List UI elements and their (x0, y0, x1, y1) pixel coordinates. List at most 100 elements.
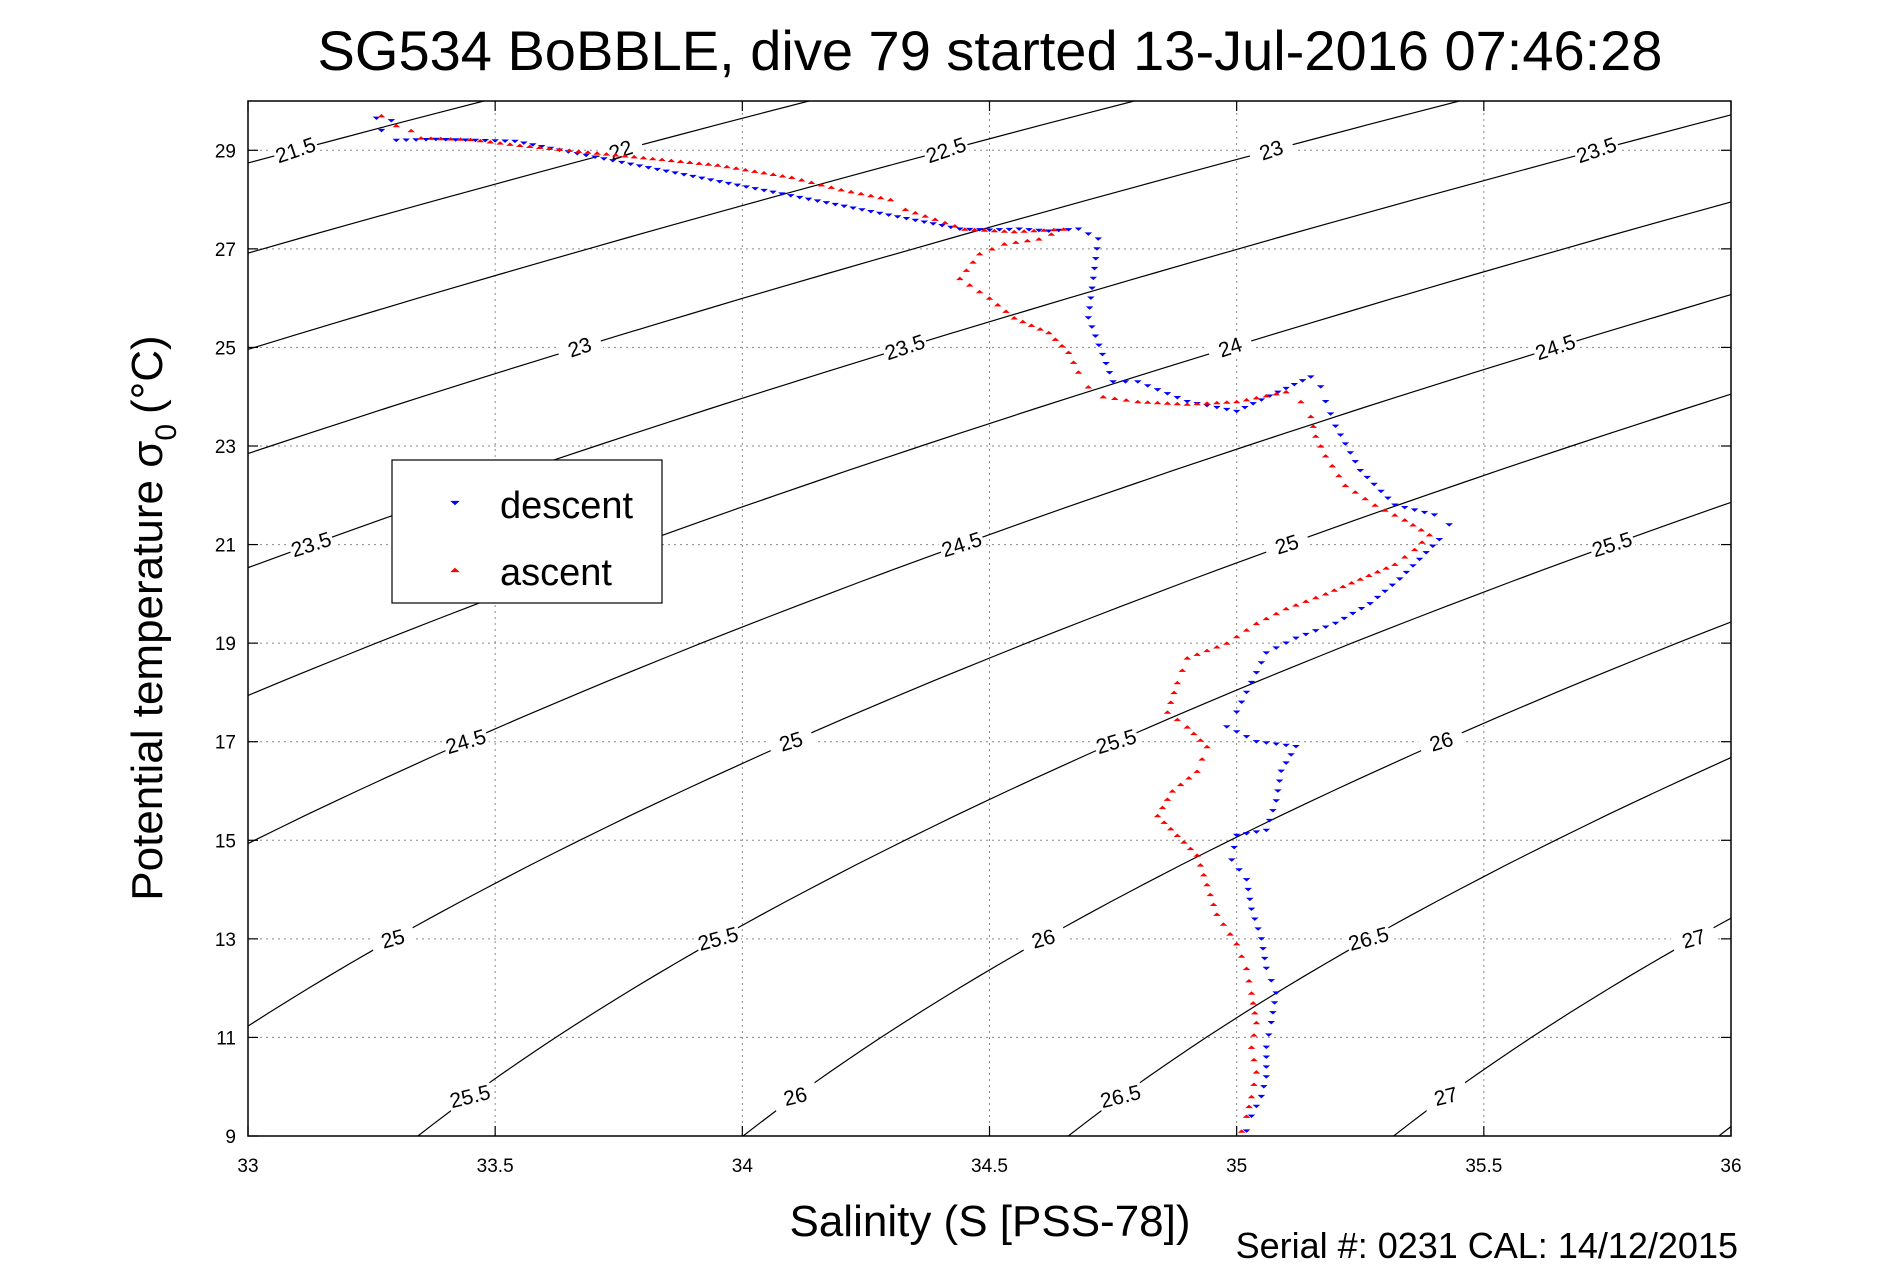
contour-label-text: 22.5 (923, 133, 969, 168)
x-tick-label: 34.5 (971, 1156, 1008, 1177)
ascent-point (1426, 533, 1432, 536)
descent-point (492, 140, 498, 143)
descent-point (1224, 408, 1230, 411)
y-tick-label: 29 (215, 141, 236, 162)
x-tick-label: 33.5 (477, 1156, 514, 1177)
descent-point (681, 173, 687, 176)
descent-point (1263, 967, 1269, 970)
descent-point (1253, 671, 1259, 674)
chart-title: SG534 BoBBLE, dive 79 started 13-Jul-201… (318, 19, 1663, 82)
descent-point (1283, 387, 1289, 390)
ascent-point (1001, 230, 1007, 233)
density-contour-line (0, 76, 1231, 1160)
descent-point (1155, 388, 1161, 391)
descent-point (1288, 754, 1294, 757)
ascent-point (1031, 229, 1037, 232)
ascent-point (1011, 230, 1017, 233)
descent-point (1357, 469, 1363, 472)
descent-point (1087, 307, 1093, 310)
ascent-point (418, 137, 424, 140)
descent-point (1446, 524, 1452, 527)
descent-point (1333, 622, 1339, 625)
ascent-point (1194, 770, 1200, 773)
descent-point (1253, 740, 1259, 743)
descent-point (1016, 228, 1022, 231)
ascent-point (1188, 847, 1194, 850)
ascent-point (1155, 401, 1161, 404)
descent-point (1244, 878, 1250, 881)
ascent-point (1135, 400, 1141, 403)
descent-point (1382, 590, 1388, 593)
ascent-point (995, 303, 1001, 306)
ascent-point (1244, 629, 1250, 632)
descent-point (1239, 701, 1245, 704)
descent-point (1253, 831, 1259, 834)
ascent-point (1313, 435, 1319, 438)
descent-point (725, 182, 731, 185)
descent-point (832, 203, 838, 206)
descent-point (1397, 578, 1403, 581)
descent-point (1318, 386, 1324, 389)
descent-point (1293, 637, 1299, 640)
ascent-point (1184, 657, 1190, 660)
ascent-point (1248, 1046, 1254, 1049)
contour-label-text: 21.5 (273, 133, 319, 168)
descent-point (1277, 780, 1283, 783)
descent-point (1234, 731, 1240, 734)
descent-point (1323, 626, 1329, 629)
descent-point (939, 224, 945, 227)
descent-point (877, 212, 883, 215)
density-contour-label: 27 (1421, 1079, 1470, 1114)
ascent-point (1402, 519, 1408, 522)
series-descent (374, 117, 1453, 1133)
ascent-point (902, 208, 908, 211)
descent-point (1412, 509, 1418, 512)
density-contour-label: 25 (1262, 526, 1311, 563)
descent-point (1006, 228, 1012, 231)
ascent-point (1204, 745, 1210, 748)
ascent-point (1046, 331, 1052, 334)
ascent-point (912, 211, 918, 214)
serial-cal-footer: Serial #: 0231 CAL: 14/12/2015 (1236, 1225, 1738, 1262)
descent-point (1266, 1034, 1272, 1037)
ascent-point (1412, 548, 1418, 551)
descent-point (1026, 228, 1032, 231)
ascent-point (650, 157, 656, 160)
descent-point (663, 170, 669, 173)
density-contour-line (0, 76, 580, 1160)
descent-point (1410, 565, 1416, 568)
ascent-point (1059, 344, 1065, 347)
descent-point (1245, 888, 1251, 891)
ascent-point (1021, 230, 1027, 233)
density-contour-line (1363, 76, 1891, 1160)
density-contour-label: 22.5 (921, 131, 971, 169)
ascent-point (1123, 399, 1129, 402)
data-points (374, 114, 1453, 1132)
ascent-point (1362, 497, 1368, 500)
descent-point (912, 219, 918, 222)
ascent-point (1234, 635, 1240, 638)
ascent-point (1168, 827, 1174, 830)
ascent-point (970, 261, 976, 264)
ascent-point (1197, 864, 1203, 867)
descent-point (1229, 859, 1235, 862)
descent-point (859, 208, 865, 211)
ascent-point (1323, 593, 1329, 596)
descent-point (1328, 413, 1334, 416)
ascent-point (1224, 401, 1230, 404)
legend-label-descent: descent (500, 485, 634, 527)
descent-point (1092, 335, 1098, 338)
ascent-point (1253, 1071, 1259, 1074)
ascent-point (1164, 402, 1170, 405)
ascent-point (977, 252, 983, 255)
descent-point (895, 216, 901, 219)
ascent-point (1204, 883, 1210, 886)
ascent-point (1323, 455, 1329, 458)
ascent-point (752, 170, 758, 173)
ascent-point (1168, 701, 1174, 704)
y-axis-label-unit: (°C) (123, 335, 172, 414)
descent-point (1253, 1105, 1259, 1108)
ascent-point (1161, 821, 1167, 824)
ascent-point (838, 188, 844, 191)
